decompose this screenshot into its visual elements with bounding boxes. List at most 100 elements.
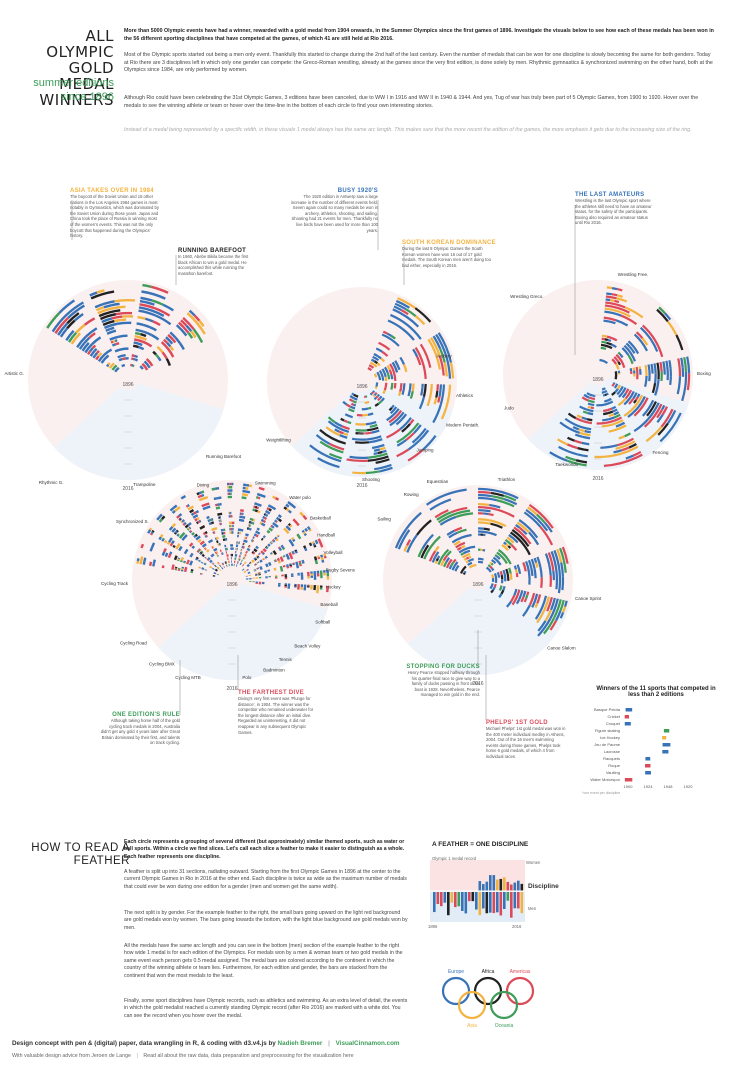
medal-bar[interactable] (98, 309, 121, 318)
medal-bar[interactable] (152, 350, 157, 356)
medal-bar[interactable] (292, 563, 296, 566)
medal-bar[interactable] (605, 295, 617, 300)
medal-bar[interactable] (372, 355, 380, 362)
medal-bar[interactable] (102, 319, 115, 327)
medal-bar[interactable] (290, 573, 294, 576)
medal-bar[interactable] (261, 551, 265, 555)
medal-bar[interactable] (483, 527, 490, 531)
medal-bar[interactable] (157, 356, 162, 362)
medal-bar[interactable] (251, 550, 255, 554)
medal-bar[interactable] (616, 297, 628, 303)
medal-bar[interactable] (445, 396, 450, 409)
medal-bar[interactable] (267, 504, 277, 511)
medal-bar[interactable] (338, 430, 344, 435)
medal-bar[interactable] (371, 429, 380, 434)
medal-bar[interactable] (375, 395, 379, 399)
medal-bar[interactable] (291, 551, 295, 554)
medal-bar[interactable] (620, 354, 624, 359)
medal-bar[interactable] (307, 586, 310, 588)
medal-bar[interactable] (252, 551, 256, 555)
medal-bar[interactable] (680, 357, 684, 368)
medal-bar[interactable] (232, 547, 234, 550)
medal-bar[interactable] (217, 516, 220, 520)
medal-bar[interactable] (199, 540, 205, 546)
medal-bar[interactable] (277, 546, 281, 549)
medal-bar[interactable] (633, 417, 650, 433)
medal-bar[interactable] (445, 558, 453, 569)
medal-bar[interactable] (279, 548, 283, 552)
medal-bar[interactable] (297, 572, 300, 575)
medal-bar[interactable] (334, 428, 340, 433)
medal-bar[interactable] (291, 537, 295, 541)
medal-bar[interactable] (421, 362, 427, 380)
medal-bar[interactable] (181, 534, 188, 541)
medal-bar[interactable] (201, 490, 205, 494)
medal-bar[interactable] (400, 413, 408, 421)
medal-bar[interactable] (614, 299, 620, 304)
medal-bar[interactable] (603, 412, 609, 416)
medal-bar[interactable] (528, 531, 540, 546)
medal-bar[interactable] (179, 517, 183, 520)
medal-bar[interactable] (273, 567, 277, 571)
medal-bar[interactable] (642, 399, 655, 417)
medal-bar[interactable] (326, 585, 330, 593)
medal-bar[interactable] (406, 534, 418, 553)
medal-bar[interactable] (227, 486, 229, 489)
medal-bar[interactable] (51, 301, 84, 333)
medal-bar[interactable] (630, 370, 633, 375)
medal-bar[interactable] (306, 571, 310, 575)
medal-bar[interactable] (229, 489, 233, 492)
medal-bar[interactable] (122, 315, 134, 318)
medal-bar[interactable] (581, 416, 588, 421)
medal-bar[interactable] (665, 360, 669, 381)
medal-bar[interactable] (445, 346, 453, 363)
feather-women-bar[interactable] (485, 881, 489, 891)
medal-bar[interactable] (249, 577, 252, 579)
medal-bar[interactable] (187, 522, 192, 527)
medal-bar[interactable] (217, 543, 220, 547)
medal-bar[interactable] (191, 505, 194, 509)
medal-bar[interactable] (211, 526, 218, 532)
medal-bar[interactable] (308, 528, 312, 532)
medal-bar[interactable] (624, 389, 633, 400)
feather-women-bar[interactable] (513, 882, 517, 891)
medal-bar[interactable] (95, 306, 105, 312)
medal-bar[interactable] (233, 563, 235, 567)
medal-bar[interactable] (109, 326, 115, 331)
medal-bar[interactable] (253, 568, 256, 571)
medal-bar[interactable] (368, 452, 388, 459)
medal-bar[interactable] (632, 367, 636, 371)
discipline-label[interactable]: Handball (317, 532, 335, 537)
medal-bar[interactable] (244, 536, 247, 540)
medal-bar[interactable] (198, 559, 201, 562)
medal-bar[interactable] (257, 510, 261, 514)
medal-bar[interactable] (396, 448, 410, 458)
medal-bar[interactable] (294, 585, 297, 587)
medal-bar[interactable] (579, 405, 587, 411)
feather-men-bar[interactable] (436, 892, 440, 904)
medal-bar[interactable] (347, 420, 352, 425)
medal-bar[interactable] (617, 437, 634, 447)
medal-bar[interactable] (226, 554, 229, 557)
medal-bar[interactable] (186, 561, 190, 565)
medal-bar[interactable] (658, 409, 664, 415)
medal-bar[interactable] (612, 408, 618, 413)
medal-bar[interactable] (99, 313, 117, 321)
medal-bar[interactable] (537, 620, 547, 632)
medal-bar[interactable] (373, 396, 377, 401)
medal-bar[interactable] (611, 358, 617, 365)
medal-bar[interactable] (614, 413, 621, 419)
medal-bar[interactable] (206, 505, 211, 509)
medal-bar[interactable] (455, 541, 466, 549)
medal-bar[interactable] (242, 489, 251, 494)
medal-bar[interactable] (575, 417, 584, 423)
medal-bar[interactable] (183, 560, 187, 563)
medal-bar[interactable] (198, 496, 209, 502)
medal-bar[interactable] (603, 387, 606, 391)
medal-bar[interactable] (448, 565, 453, 570)
medal-bar[interactable] (587, 405, 592, 409)
medal-bar[interactable] (308, 542, 312, 545)
medal-bar[interactable] (601, 334, 608, 338)
feather-women-bar[interactable] (503, 877, 506, 891)
medal-bar[interactable] (185, 324, 193, 333)
